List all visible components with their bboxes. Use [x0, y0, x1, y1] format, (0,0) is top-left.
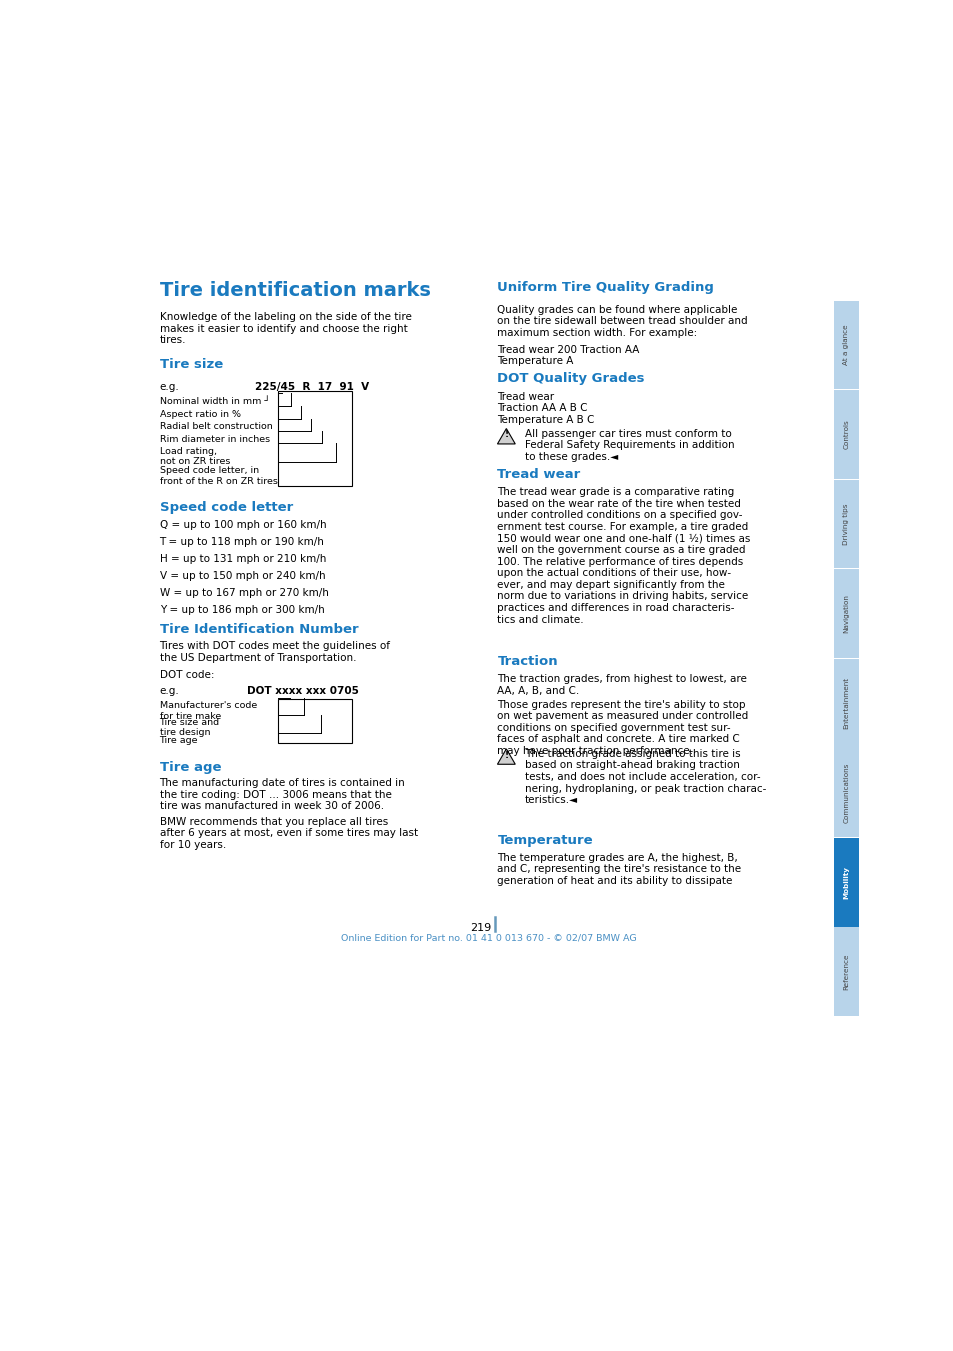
Bar [833, 838, 858, 927]
Text: Knowledge of the labeling on the side of the tire
makes it easier to identify an: Knowledge of the labeling on the side of… [159, 312, 411, 346]
Text: Tread wear 200 Traction AA
Temperature A: Tread wear 200 Traction AA Temperature A [497, 345, 639, 366]
Text: Y = up to 186 mph or 300 km/h: Y = up to 186 mph or 300 km/h [159, 605, 324, 615]
Text: Entertainment: Entertainment [842, 677, 848, 730]
Text: Controls: Controls [842, 420, 848, 450]
Text: Tires with DOT codes meet the guidelines of
the US Department of Transportation.: Tires with DOT codes meet the guidelines… [159, 642, 390, 662]
Text: W = up to 167 mph or 270 km/h: W = up to 167 mph or 270 km/h [159, 588, 328, 598]
Text: Rim diameter in inches: Rim diameter in inches [159, 435, 270, 443]
Text: Quality grades can be found where applicable
on the tire sidewall between tread : Quality grades can be found where applic… [497, 304, 747, 338]
Bar [833, 390, 858, 480]
Text: Tire size and
tire design: Tire size and tire design [159, 719, 219, 738]
Text: At a glance: At a glance [842, 324, 848, 365]
Text: All passenger car tires must conform to
Federal Safety Requirements in addition
: All passenger car tires must conform to … [524, 428, 734, 462]
Text: Aspect ratio in %: Aspect ratio in % [159, 411, 240, 419]
Text: BMW recommends that you replace all tires
after 6 years at most, even if some ti: BMW recommends that you replace all tire… [159, 816, 417, 850]
Text: Uniform Tire Quality Grading: Uniform Tire Quality Grading [497, 281, 714, 295]
Polygon shape [497, 428, 515, 444]
Bar [278, 698, 352, 743]
Bar [833, 927, 858, 1016]
Bar [833, 659, 858, 747]
Text: V = up to 150 mph or 240 km/h: V = up to 150 mph or 240 km/h [159, 571, 325, 581]
Text: The traction grade assigned to this tire is
based on straight-ahead braking trac: The traction grade assigned to this tire… [524, 748, 765, 805]
Bar [833, 301, 858, 389]
Text: Those grades represent the tire's ability to stop
on wet pavement as measured un: Those grades represent the tire's abilit… [497, 700, 748, 757]
Text: 219: 219 [470, 923, 492, 934]
Text: Load rating,
not on ZR tires: Load rating, not on ZR tires [159, 447, 230, 466]
Text: Communications: Communications [842, 762, 848, 823]
Text: Q = up to 100 mph or 160 km/h: Q = up to 100 mph or 160 km/h [159, 520, 326, 530]
Polygon shape [497, 748, 515, 765]
Text: T = up to 118 mph or 190 km/h: T = up to 118 mph or 190 km/h [159, 538, 324, 547]
Text: e.g.: e.g. [159, 381, 179, 392]
Text: Tire age: Tire age [159, 761, 221, 774]
Text: Temperature: Temperature [497, 834, 593, 847]
Text: DOT Quality Grades: DOT Quality Grades [497, 372, 644, 385]
Text: Tire Identification Number: Tire Identification Number [159, 623, 357, 635]
Text: Tire size: Tire size [159, 358, 223, 372]
Text: DOT code:: DOT code: [159, 670, 213, 681]
Text: !: ! [504, 430, 508, 439]
Text: Tread wear: Tread wear [497, 467, 580, 481]
Text: Mobility: Mobility [842, 866, 848, 898]
Text: Manufacturer's code
for tire make: Manufacturer's code for tire make [159, 701, 256, 720]
Text: The manufacturing date of tires is contained in
the tire coding: DOT … 3006 mean: The manufacturing date of tires is conta… [159, 778, 405, 812]
Text: The traction grades, from highest to lowest, are
AA, A, B, and C.: The traction grades, from highest to low… [497, 674, 746, 696]
Bar [833, 748, 858, 838]
Text: Tire age: Tire age [159, 736, 198, 744]
Text: Online Edition for Part no. 01 41 0 013 670 - © 02/07 BMW AG: Online Edition for Part no. 01 41 0 013 … [341, 934, 636, 943]
Text: Speed code letter: Speed code letter [159, 501, 293, 513]
Text: Traction: Traction [497, 655, 558, 667]
Bar [833, 480, 858, 569]
Text: 225/45  R  17  91  V: 225/45 R 17 91 V [254, 381, 369, 392]
Text: Driving tips: Driving tips [842, 504, 848, 544]
Text: Nominal width in mm ┘: Nominal width in mm ┘ [159, 397, 270, 405]
Text: !: ! [504, 751, 508, 759]
Text: Reference: Reference [842, 954, 848, 990]
Bar [833, 569, 858, 658]
Text: e.g.: e.g. [159, 686, 179, 696]
Text: Radial belt construction: Radial belt construction [159, 423, 272, 431]
Text: Tire identification marks: Tire identification marks [159, 281, 430, 300]
Text: H = up to 131 mph or 210 km/h: H = up to 131 mph or 210 km/h [159, 554, 326, 565]
Text: DOT xxxx xxx 0705: DOT xxxx xxx 0705 [247, 686, 358, 696]
Text: Tread wear
Traction AA A B C
Temperature A B C: Tread wear Traction AA A B C Temperature… [497, 392, 595, 424]
Text: The tread wear grade is a comparative rating
based on the wear rate of the tire : The tread wear grade is a comparative ra… [497, 488, 750, 624]
Text: Speed code letter, in
front of the R on ZR tires: Speed code letter, in front of the R on … [159, 466, 277, 485]
Bar [278, 390, 352, 485]
Text: Navigation: Navigation [842, 594, 848, 634]
Text: The temperature grades are A, the highest, B,
and C, representing the tire's res: The temperature grades are A, the highes… [497, 852, 740, 886]
